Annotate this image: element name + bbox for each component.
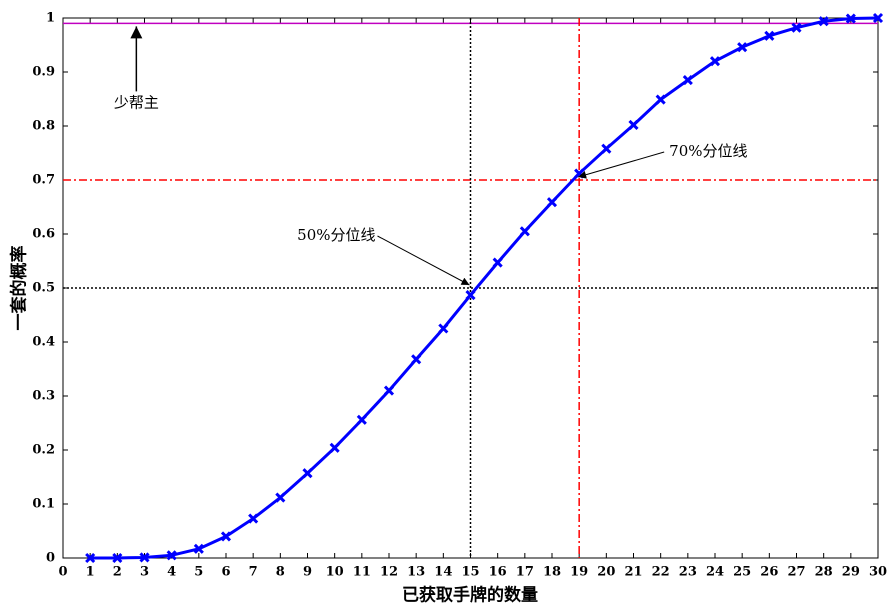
marker [220,531,232,542]
marker [329,442,340,453]
marker [438,323,449,334]
y-tick-label: 0.8 [32,119,55,134]
marker [546,197,558,208]
series-line [90,16,879,560]
x-tick-label: 8 [276,565,285,580]
x-tick-label: 15 [461,565,479,580]
annotation: 70%分位线 [669,142,747,160]
y-tick-label: 0.5 [32,281,55,296]
x-tick-label: 1 [86,565,95,580]
annotation: 少帮主 [114,93,159,111]
marker [791,22,802,33]
marker [601,143,612,154]
marker [818,16,829,27]
y-tick-label: 0.3 [32,389,55,404]
x-tick-label: 18 [543,565,561,580]
x-tick-label: 10 [326,565,344,580]
marker [872,12,884,24]
x-tick-label: 17 [516,565,534,580]
marker [465,289,476,301]
x-tick-label: 22 [652,565,670,580]
marker [248,513,259,524]
x-tick-label: 11 [353,565,371,580]
x-tick-label: 21 [624,565,642,580]
x-tick-label: 16 [489,565,507,580]
x-tick-label: 28 [815,565,833,580]
marker [139,552,150,563]
marker [682,75,693,86]
marker [112,552,123,564]
y-tick-label: 0.1 [32,497,55,512]
y-tick-label: 0.4 [32,335,55,350]
y-tick-label: 1 [46,11,55,26]
y-tick-label: 0.9 [32,65,55,80]
x-tick-label: 0 [58,565,67,580]
annotation: 50%分位线 [297,226,375,244]
x-axis-label: 已获取手牌的数量 [402,585,538,606]
annotation-arrow [578,151,665,179]
marker [737,42,748,53]
x-tick-label: 24 [706,565,724,580]
marker [628,119,639,130]
marker [492,257,503,268]
x-tick-label: 23 [679,565,697,580]
x-tick-label: 7 [249,565,258,580]
marker [275,492,286,503]
y-tick-label: 0.6 [32,227,55,242]
x-tick-label: 6 [221,565,230,580]
marker [383,385,395,396]
y-tick-label: 0.7 [32,173,55,188]
x-tick-label: 25 [733,565,751,580]
x-tick-label: 27 [787,565,805,580]
marker [302,468,313,479]
y-tick-label: 0 [46,551,55,566]
y-tick-label: 0.2 [32,443,55,458]
marker [764,30,775,41]
x-tick-label: 13 [407,565,425,580]
y-axis-label: 一套的概率 [9,246,30,331]
marker [356,414,367,425]
marker [411,354,422,365]
marker [166,550,177,561]
x-tick-label: 5 [194,565,203,580]
marker [655,94,666,105]
marker [709,56,721,67]
x-tick-label: 3 [140,565,149,580]
x-tick-label: 19 [570,565,588,580]
x-tick-label: 12 [380,565,398,580]
x-tick-label: 9 [303,565,312,580]
annotation-arrow [377,235,470,286]
x-tick-label: 30 [869,565,887,580]
x-tick-label: 29 [842,565,860,580]
x-tick-label: 26 [760,565,778,580]
marker [519,226,530,237]
x-tick-label: 20 [597,565,615,580]
marker [845,13,856,24]
x-tick-label: 4 [167,565,176,580]
marker [85,552,96,564]
marker [193,543,204,554]
x-tick-label: 2 [113,565,122,580]
x-tick-label: 14 [434,565,452,580]
